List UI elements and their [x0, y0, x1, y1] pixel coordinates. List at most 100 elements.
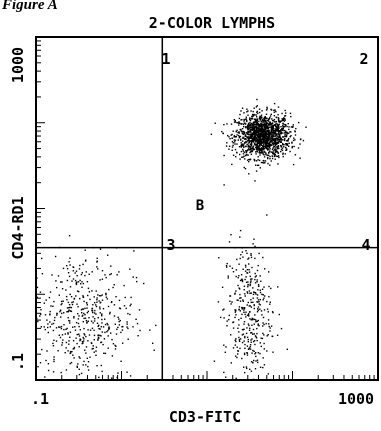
event-point: [269, 135, 271, 137]
event-point: [265, 144, 267, 146]
event-point: [245, 145, 247, 147]
event-point: [78, 335, 81, 337]
event-point: [45, 299, 47, 301]
event-point: [250, 341, 252, 343]
event-point: [292, 124, 294, 126]
event-point: [264, 162, 266, 164]
event-point: [69, 362, 71, 365]
event-point: [67, 379, 69, 381]
event-point: [93, 339, 95, 341]
event-point: [250, 142, 253, 144]
event-point: [265, 117, 267, 119]
event-point: [260, 137, 262, 139]
event-point: [269, 330, 271, 332]
event-point: [280, 126, 282, 128]
event-point: [278, 313, 280, 316]
event-point: [241, 313, 243, 316]
event-point: [286, 131, 288, 134]
event-point: [266, 214, 268, 216]
event-point: [243, 352, 246, 354]
event-point: [91, 271, 93, 273]
event-point: [58, 326, 60, 328]
event-point: [245, 153, 248, 155]
event-point: [240, 279, 243, 281]
event-point: [259, 366, 262, 368]
event-point: [254, 257, 256, 260]
event-point: [252, 129, 254, 131]
event-point: [76, 365, 78, 367]
event-point: [123, 305, 126, 307]
event-point: [244, 337, 246, 339]
event-point: [248, 136, 250, 139]
event-point: [267, 131, 269, 133]
event-point: [68, 235, 71, 237]
event-point: [239, 288, 241, 290]
event-point: [282, 155, 284, 158]
event-point: [35, 298, 37, 300]
event-point: [82, 321, 84, 323]
event-point: [81, 312, 83, 314]
event-point: [241, 280, 244, 283]
event-point: [253, 323, 255, 325]
event-point: [41, 273, 44, 275]
event-point: [241, 119, 243, 121]
event-point: [255, 352, 257, 354]
event-point: [278, 135, 280, 137]
event-point: [288, 128, 290, 131]
event-point: [286, 132, 289, 134]
event-point: [277, 163, 279, 165]
event-point: [66, 279, 69, 282]
event-point: [271, 137, 273, 140]
event-point: [87, 340, 89, 342]
event-point: [247, 348, 250, 350]
event-point: [259, 154, 261, 156]
event-point: [250, 379, 252, 381]
event-point: [268, 132, 270, 134]
event-point: [95, 313, 97, 315]
event-point: [247, 258, 249, 260]
event-point: [246, 108, 248, 110]
event-point: [81, 272, 83, 274]
event-point: [228, 148, 230, 150]
event-point: [69, 310, 71, 312]
event-point: [248, 329, 251, 331]
event-point: [249, 121, 251, 124]
event-point: [249, 283, 251, 285]
event-point: [96, 299, 98, 301]
event-point: [289, 136, 291, 138]
event-point: [83, 317, 85, 320]
event-point: [261, 293, 263, 296]
event-point: [249, 281, 252, 284]
event-point: [238, 122, 240, 124]
event-point: [106, 322, 108, 325]
event-point: [235, 290, 237, 292]
event-point: [248, 130, 251, 132]
y-tick-label-max: 1000: [9, 47, 27, 83]
event-point: [238, 340, 241, 342]
event-point: [232, 321, 234, 324]
y-axis-label: CD4-RD1: [9, 196, 27, 259]
event-point: [284, 109, 286, 112]
event-point: [276, 147, 278, 149]
event-point: [98, 376, 100, 379]
event-point: [122, 342, 124, 344]
event-point: [129, 268, 131, 270]
event-point: [285, 149, 287, 151]
event-point: [231, 301, 233, 303]
event-point: [252, 110, 254, 113]
event-point: [77, 313, 79, 315]
event-point: [234, 311, 236, 313]
event-point: [267, 142, 270, 145]
event-point: [248, 137, 250, 140]
event-point: [72, 340, 75, 342]
event-point: [44, 376, 46, 378]
event-point: [273, 146, 275, 148]
event-point: [100, 335, 102, 337]
event-point: [68, 340, 70, 342]
event-point: [268, 129, 270, 132]
event-point: [255, 153, 257, 155]
event-point: [105, 294, 107, 296]
event-point: [263, 149, 265, 151]
event-point: [254, 343, 256, 346]
event-point: [275, 141, 277, 143]
